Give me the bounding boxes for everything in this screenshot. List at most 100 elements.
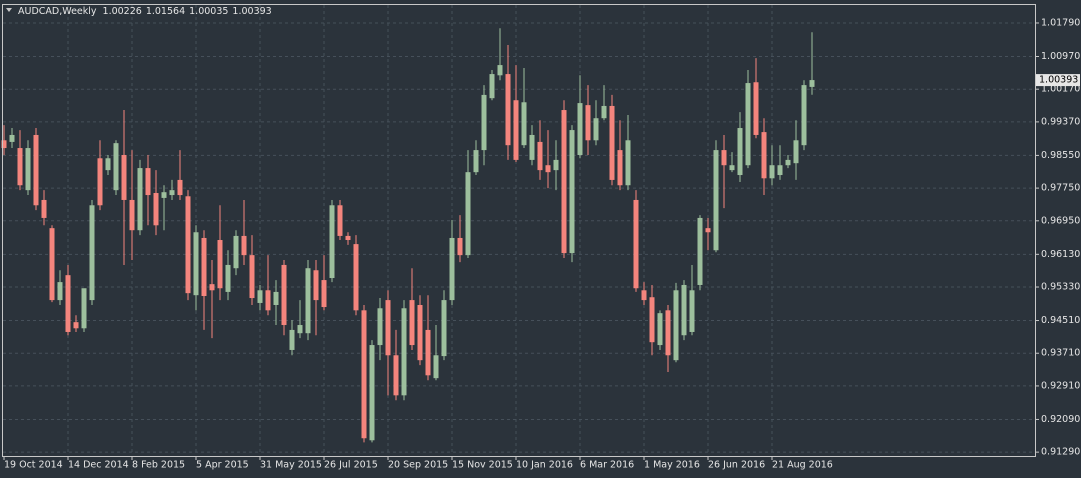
candle-body — [273, 291, 279, 305]
y-tick-label: 0.93710 — [1041, 348, 1080, 359]
candle-body — [129, 199, 135, 231]
candle-body — [489, 74, 495, 99]
candle-body — [753, 82, 759, 135]
candle-body — [185, 196, 191, 294]
chart-title: AUDCAD,Weekly — [18, 6, 97, 17]
x-tick-label: 20 Sep 2015 — [388, 460, 448, 471]
candle-body — [217, 240, 223, 289]
candle-body — [105, 158, 111, 171]
y-tick-label: 0.92910 — [1041, 380, 1080, 391]
candle-body — [97, 158, 103, 206]
candle-body — [321, 280, 327, 308]
candle-body — [761, 132, 767, 179]
candle-body — [113, 143, 119, 191]
candle-body — [25, 148, 31, 191]
candle-body — [369, 345, 375, 441]
y-tick-label: 0.99370 — [1041, 116, 1080, 127]
candle-body — [673, 290, 679, 361]
candle-body — [585, 105, 591, 141]
plot-frame — [2, 4, 1036, 457]
candle-body — [305, 268, 311, 334]
candle-body — [17, 148, 23, 186]
x-tick-label: 19 Oct 2014 — [4, 460, 63, 471]
axes: 1.01790 1.00970 1.00170 0.99370 0.98550 0.977… — [3, 17, 1080, 471]
candle-body — [465, 172, 471, 256]
candle-body — [153, 193, 159, 226]
candle-body — [417, 305, 423, 361]
candle-body — [33, 134, 39, 206]
candle-body — [9, 134, 15, 142]
candle-body — [729, 165, 735, 171]
candle-body — [145, 168, 151, 196]
candle-body — [505, 74, 511, 146]
x-tick-label: 26 Jun 2016 — [708, 460, 765, 471]
candle-body — [1, 140, 7, 149]
candle-body — [793, 140, 799, 164]
candle-body — [345, 235, 351, 241]
x-tick-label: 10 Jan 2016 — [516, 460, 573, 471]
x-tick-label: 5 Apr 2015 — [196, 460, 249, 471]
x-tick-label: 15 Nov 2015 — [452, 460, 513, 471]
candle-body — [473, 150, 479, 173]
x-tick-label: 1 May 2016 — [644, 460, 700, 471]
candle-body — [281, 264, 287, 326]
candle-body — [337, 205, 343, 236]
candle-body — [777, 165, 783, 176]
candle-body — [81, 288, 87, 329]
candle-body — [137, 168, 143, 231]
x-tick-label: 26 Jul 2015 — [324, 460, 378, 471]
candle-body — [609, 105, 615, 180]
candle-body — [513, 100, 519, 160]
candle-body — [657, 313, 663, 346]
candle-body — [665, 310, 671, 356]
candle-body — [529, 134, 535, 160]
candle-body — [497, 65, 503, 76]
candle-body — [705, 228, 711, 233]
candle-body — [737, 128, 743, 176]
menu-arrow[interactable] — [6, 8, 12, 12]
y-tick-label: 0.97750 — [1041, 183, 1080, 194]
candle-body — [545, 165, 551, 173]
y-tick-label: 0.98550 — [1041, 150, 1080, 161]
candle-body — [649, 297, 655, 343]
candle-body — [329, 205, 335, 279]
candle-body — [593, 118, 599, 141]
candle-body — [225, 264, 231, 292]
candle-body — [169, 190, 175, 196]
candle-body — [393, 355, 399, 396]
candle-body — [521, 102, 527, 146]
candle-body — [193, 232, 199, 296]
candle-body — [769, 165, 775, 179]
candle-body — [449, 237, 455, 301]
x-tick-label: 8 Feb 2015 — [132, 460, 185, 471]
candle-body — [257, 290, 263, 303]
candle-body — [785, 159, 791, 166]
candle-body — [697, 217, 703, 285]
y-tick-label: 0.96950 — [1041, 215, 1080, 226]
candle-body — [801, 85, 807, 146]
candle-body — [289, 329, 295, 350]
candle-body — [409, 300, 415, 346]
candle-body — [617, 150, 623, 186]
header-close: 1.00393 — [232, 6, 271, 17]
candle-body — [233, 235, 239, 269]
candle-body — [89, 205, 95, 301]
candle-body — [361, 310, 367, 439]
candle-body — [633, 199, 639, 289]
y-tick-label: 0.92090 — [1041, 414, 1080, 425]
candle-body — [401, 308, 407, 396]
candle-body — [745, 83, 751, 166]
candle-body — [121, 155, 127, 200]
candle-body — [553, 159, 559, 171]
candle-body — [561, 110, 567, 254]
candle-body — [481, 94, 487, 151]
y-tick-label: 0.96130 — [1041, 249, 1080, 260]
candle-body — [441, 300, 447, 357]
candles — [1, 28, 815, 443]
candle-body — [569, 130, 575, 254]
candle-body — [377, 308, 383, 346]
header-low: 1.00035 — [189, 6, 228, 17]
price-label: 1.00393 — [1039, 75, 1078, 86]
